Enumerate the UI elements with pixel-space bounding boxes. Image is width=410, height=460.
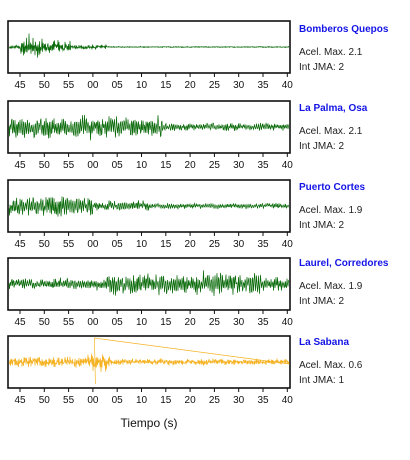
x-tick-label: 55 — [63, 160, 75, 171]
x-tick-label: 40 — [282, 317, 294, 328]
seismogram-trace — [8, 196, 290, 217]
x-tick-label: 40 — [282, 160, 294, 171]
x-tick-label: 20 — [185, 317, 197, 328]
x-tick-label: 30 — [233, 317, 245, 328]
int-jma-label: Int JMA: 2 — [299, 141, 345, 152]
x-tick-label: 45 — [14, 395, 26, 406]
x-tick-label: 20 — [185, 80, 197, 91]
x-tick-label: 50 — [39, 317, 51, 328]
x-tick-label: 40 — [282, 80, 294, 91]
int-jma-label: Int JMA: 2 — [299, 296, 345, 307]
x-tick-label: 50 — [39, 395, 51, 406]
x-tick-label: 10 — [136, 395, 148, 406]
x-tick-label: 15 — [160, 80, 172, 91]
seismogram-trace — [8, 114, 290, 141]
panel-2: 45 50 55 00 05 10 15 20 25 30 35 40 — [7, 100, 294, 171]
x-tick-label: 30 — [233, 395, 245, 406]
x-tick-label: 35 — [257, 317, 269, 328]
x-tick-label: 20 — [185, 239, 197, 250]
x-tick-label: 10 — [136, 160, 148, 171]
panel-5: 45 50 55 00 05 10 15 20 25 30 35 40 — [7, 335, 294, 406]
x-tick-label: 25 — [209, 317, 221, 328]
x-tick-label: 20 — [185, 160, 197, 171]
x-tick-label: 45 — [14, 317, 26, 328]
x-tick-label: 00 — [87, 239, 99, 250]
int-jma-label: Int JMA: 2 — [299, 220, 345, 231]
int-jma-label: Int JMA: 2 — [299, 62, 345, 73]
x-tick-label: 05 — [112, 239, 124, 250]
x-tick-label: 40 — [282, 395, 294, 406]
x-tick-label: 10 — [136, 317, 148, 328]
x-tick-label: 25 — [209, 395, 221, 406]
x-tick-label: 25 — [209, 239, 221, 250]
x-tick-label: 30 — [233, 160, 245, 171]
x-tick-label: 10 — [136, 80, 148, 91]
x-tick-label: 55 — [63, 317, 75, 328]
x-tick-label: 00 — [87, 395, 99, 406]
x-tick-label: 55 — [63, 395, 75, 406]
x-tick-label: 35 — [257, 80, 269, 91]
x-tick-label: 40 — [282, 239, 294, 250]
seismogram-trace — [8, 270, 290, 297]
panel-4-info: Laurel, Corredores Acel. Max. 1.9 Int JM… — [299, 258, 409, 307]
acel-max-label: Acel. Max. 2.1 — [299, 126, 363, 137]
station-name: Laurel, Corredores — [299, 258, 389, 269]
x-tick-label: 15 — [160, 317, 172, 328]
x-axis-label: Tiempo (s) — [120, 416, 178, 430]
panel-1: 45 50 55 00 05 10 15 20 25 30 35 40 — [7, 20, 294, 91]
panel-2-info: La Palma, Osa Acel. Max. 2.1 Int JMA: 2 — [299, 103, 409, 152]
x-tick-label: 15 — [160, 160, 172, 171]
panel-5-info: La Sabana Acel. Max. 0.6 Int JMA: 1 — [299, 337, 409, 386]
x-tick-label: 20 — [185, 395, 197, 406]
acel-max-label: Acel. Max. 0.6 — [299, 360, 363, 371]
x-tick-label: 05 — [112, 317, 124, 328]
int-jma-label: Int JMA: 1 — [299, 375, 345, 386]
panel-4: 45 50 55 00 05 10 15 20 25 30 35 40 — [7, 257, 294, 328]
x-tick-label: 50 — [39, 160, 51, 171]
x-tick-label: 30 — [233, 80, 245, 91]
station-name: La Palma, Osa — [299, 103, 368, 114]
panel-3: 45 50 55 00 05 10 15 20 25 30 35 40 — [7, 179, 294, 250]
x-tick-label: 45 — [14, 160, 26, 171]
x-tick-label: 35 — [257, 395, 269, 406]
x-tick-label: 05 — [112, 395, 124, 406]
acel-max-label: Acel. Max. 1.9 — [299, 205, 363, 216]
x-tick-label: 25 — [209, 160, 221, 171]
station-name: Puerto Cortes — [299, 182, 366, 193]
x-tick-label: 00 — [87, 160, 99, 171]
x-tick-label: 45 — [14, 80, 26, 91]
x-tick-label: 55 — [63, 80, 75, 91]
x-tick-label: 30 — [233, 239, 245, 250]
panel-3-info: Puerto Cortes Acel. Max. 1.9 Int JMA: 2 — [299, 182, 409, 231]
x-tick-label: 15 — [160, 395, 172, 406]
x-tick-label: 00 — [87, 80, 99, 91]
acel-max-label: Acel. Max. 1.9 — [299, 281, 363, 292]
acel-max-label: Acel. Max. 2.1 — [299, 47, 363, 58]
x-tick-label: 00 — [87, 317, 99, 328]
seismogram-trace — [8, 33, 290, 58]
panel-1-info: Bomberos Quepos Acel. Max. 2.1 Int JMA: … — [299, 24, 409, 73]
x-tick-label: 05 — [112, 160, 124, 171]
x-tick-label: 35 — [257, 160, 269, 171]
station-name: La Sabana — [299, 337, 350, 348]
x-tick-label: 35 — [257, 239, 269, 250]
x-tick-label: 05 — [112, 80, 124, 91]
station-name: Bomberos Quepos — [299, 24, 389, 35]
x-tick-label: 25 — [209, 80, 221, 91]
x-tick-label: 15 — [160, 239, 172, 250]
seismogram-trace — [8, 337, 290, 385]
x-tick-label: 45 — [14, 239, 26, 250]
x-tick-label: 50 — [39, 80, 51, 91]
x-tick-label: 50 — [39, 239, 51, 250]
x-tick-label: 10 — [136, 239, 148, 250]
x-tick-label: 55 — [63, 239, 75, 250]
